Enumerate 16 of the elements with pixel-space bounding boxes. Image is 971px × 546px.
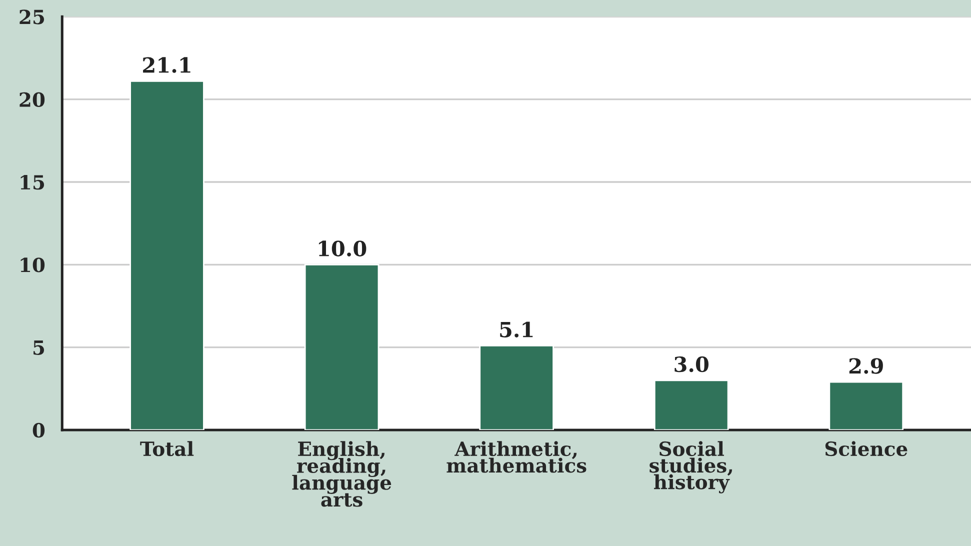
x-tick-label: Science [825,441,908,456]
data-label: 3.0 [674,356,708,372]
y-tick-label: 25 [20,10,44,24]
data-label: 10.0 [318,240,366,256]
y-tick-label: 0 [32,422,45,438]
data-label: 21.1 [143,57,190,73]
data-label: 5.1 [500,322,533,338]
data-label: 2.9 [849,358,883,374]
y-tick-label: 5 [34,340,44,355]
x-tick-label: Total [140,441,194,456]
x-tick-label: Social studies, history [650,441,732,494]
y-tick-label: 10 [20,258,45,272]
x-tick-label: English, reading, language arts [292,441,392,507]
y-tick-label: 15 [20,174,44,190]
x-tick-label: Arithmetic, mathematics [446,441,586,473]
y-tick-label: 20 [20,92,45,107]
